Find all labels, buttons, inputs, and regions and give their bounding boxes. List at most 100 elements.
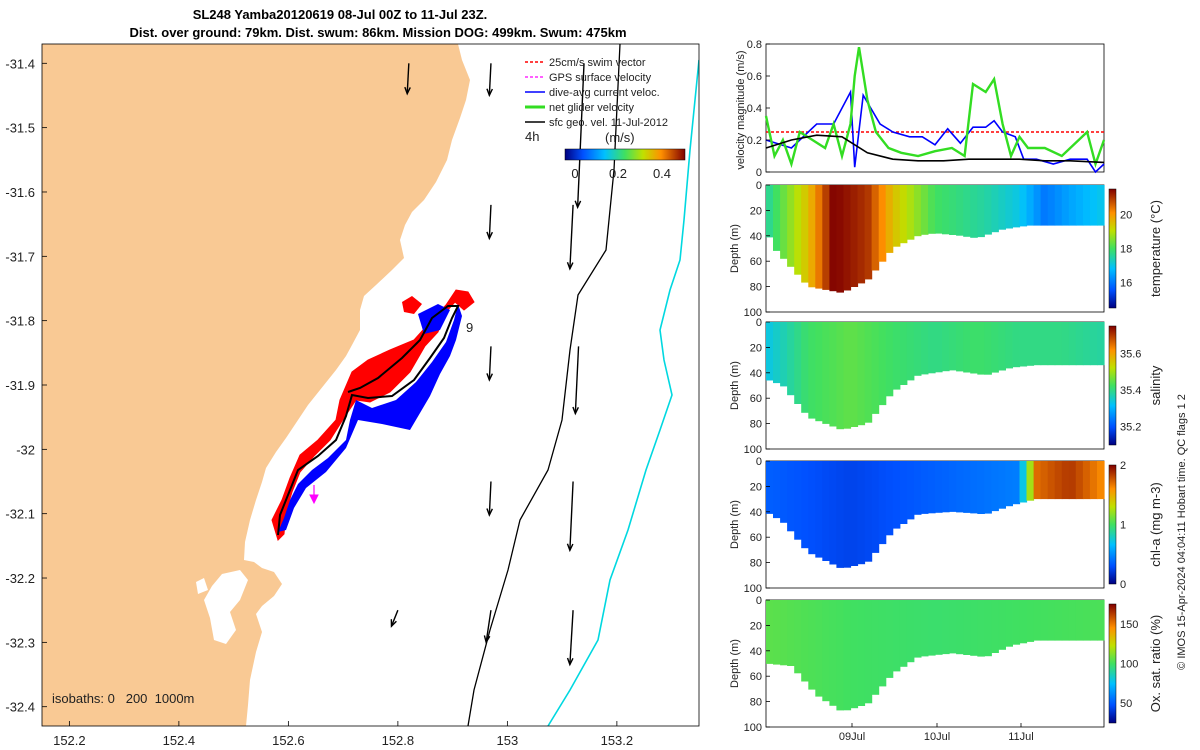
section-y-tick-label: 0 [756, 595, 762, 607]
section-cell [1005, 600, 1013, 647]
section-cell [984, 461, 992, 514]
section-y-tick-label: 0 [756, 180, 762, 192]
legend-label-gps: GPS surface velocity [549, 72, 652, 84]
section-cell [956, 185, 964, 236]
section-cell [963, 461, 971, 513]
section-cell [794, 600, 802, 674]
section-cell [892, 322, 901, 390]
section-colorbar-tick: 35.2 [1120, 422, 1141, 434]
section-y-tick-label: 80 [750, 282, 762, 294]
velocity-y-tick-label: 0.6 [747, 71, 762, 83]
section-cell [1054, 185, 1063, 226]
section-cell [963, 322, 971, 373]
section-cell [801, 185, 809, 283]
section-cell [892, 600, 901, 672]
velocity-y-tick-label: 0.2 [747, 135, 762, 147]
velocity-y-tick-label: 0 [756, 167, 762, 179]
map-y-tick-label: -32.3 [5, 635, 35, 650]
section-y-tick-label: 60 [750, 256, 762, 268]
section-cell [780, 600, 788, 666]
velocity-series [764, 47, 1106, 174]
section-y-tick-label: 0 [756, 456, 762, 468]
geostrophic-arrow-shaft [406, 63, 410, 94]
section-colorbar-label: Ox. sat. ratio (%) [1148, 615, 1163, 713]
section-cell [1040, 185, 1049, 226]
section-colorbar-tick: 16 [1120, 278, 1132, 290]
section-cell [794, 322, 802, 404]
geostrophic-arrow-shaft [485, 610, 492, 643]
section-colorbar-gradient [1108, 325, 1117, 446]
section-y-tick-label: 80 [750, 697, 762, 709]
section-columns-salinity [766, 322, 1105, 430]
legend-label-geostrophic: sfc geo. vel. 11-Jul-2012 [549, 117, 668, 129]
geostrophic-arrow-head [390, 619, 397, 628]
section-cell [956, 600, 964, 655]
geostrophic-arrow-shaft [581, 732, 584, 750]
credit-text: © IMOS 15-Apr-2024 04:04:11 Hobart time.… [1176, 394, 1188, 670]
section-y-tick-label: 20 [750, 342, 762, 354]
section-x-tick-label: 09Jul [839, 731, 865, 743]
section-cell [1082, 185, 1091, 226]
section-cell [766, 185, 774, 238]
section-cell [928, 600, 936, 656]
velocity-y-tick-label: 0.8 [747, 39, 762, 51]
section-cell [942, 322, 950, 372]
map-land [42, 44, 470, 726]
geostrophic-arrows [390, 63, 585, 750]
section-cell [815, 322, 823, 422]
section-cell [998, 322, 1006, 371]
figure-title-line1: SL248 Yamba20120619 08-Jul 00Z to 11-Jul… [193, 7, 488, 22]
section-cell [864, 322, 873, 423]
section-cell [984, 185, 992, 235]
section-cell [878, 185, 887, 262]
colorbar-tick-0.2: 0.2 [609, 166, 627, 181]
geostrophic-arrow-head [572, 406, 580, 416]
section-cell [850, 185, 859, 287]
velocity-ylabel: velocity magnitude (m/s) [735, 50, 747, 169]
section-cell [1019, 600, 1028, 644]
section-ylabel: Depth (m) [729, 639, 741, 688]
section-cell [815, 185, 823, 289]
section-cell [1089, 322, 1098, 366]
section-cell [801, 461, 809, 549]
section-cell [850, 600, 859, 709]
colorbar-units: (m/s) [605, 130, 635, 145]
map-y-tick-label: -31.4 [5, 56, 35, 71]
section-cell [928, 322, 936, 374]
section-cell [1047, 185, 1056, 226]
section-cell [949, 185, 957, 235]
section-cell [787, 461, 795, 532]
section-cell [829, 600, 837, 706]
section-cell [963, 185, 971, 237]
section-cell [906, 461, 915, 520]
section-cell [949, 461, 957, 512]
section-cell [787, 185, 795, 267]
section-cell [766, 600, 774, 664]
swim-vector-fill-north [402, 296, 422, 314]
section-cell [984, 600, 992, 657]
section-y-tick-label: 40 [750, 368, 762, 380]
section-cell [1040, 461, 1049, 500]
swim-vector-fill [271, 289, 475, 541]
track-interval-label: 4h [525, 129, 539, 144]
section-cell [822, 600, 830, 702]
map-y-tick-label: -32.4 [5, 700, 35, 715]
section-cell [843, 600, 852, 711]
section-cell [1082, 461, 1091, 500]
section-cell [1012, 185, 1021, 228]
geostrophic-arrow-head [566, 657, 574, 667]
figure-title-line2: Dist. over ground: 79km. Dist. swum: 86k… [129, 25, 626, 40]
geostrophic-arrow [486, 346, 494, 382]
section-colorbar-tick: 35.6 [1120, 348, 1141, 360]
map-x-tick-label: 152.6 [272, 733, 305, 748]
section-cell [885, 185, 894, 253]
geostrophic-arrow-head [486, 231, 494, 241]
section-cell [1075, 185, 1084, 226]
legend-item-geostrophic: sfc geo. vel. 11-Jul-2012 [525, 117, 668, 129]
map-estuary [204, 570, 248, 644]
section-cell [906, 185, 915, 240]
section-cell [857, 322, 866, 426]
section-cell [956, 322, 964, 372]
section-colorbar-gradient [1108, 188, 1117, 309]
